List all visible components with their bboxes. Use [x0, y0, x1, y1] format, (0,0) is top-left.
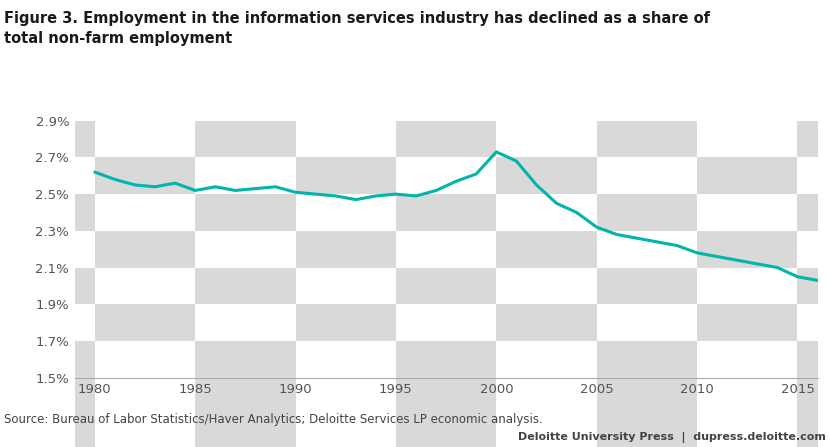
Text: Deloitte University Press  |  dupress.deloitte.com: Deloitte University Press | dupress.delo…: [518, 431, 826, 443]
Text: Figure 3. Employment in the information services industry has declined as a shar: Figure 3. Employment in the information …: [4, 11, 710, 46]
Text: Source: Bureau of Labor Statistics/Haver Analytics; Deloitte Services LP economi: Source: Bureau of Labor Statistics/Haver…: [4, 413, 543, 426]
